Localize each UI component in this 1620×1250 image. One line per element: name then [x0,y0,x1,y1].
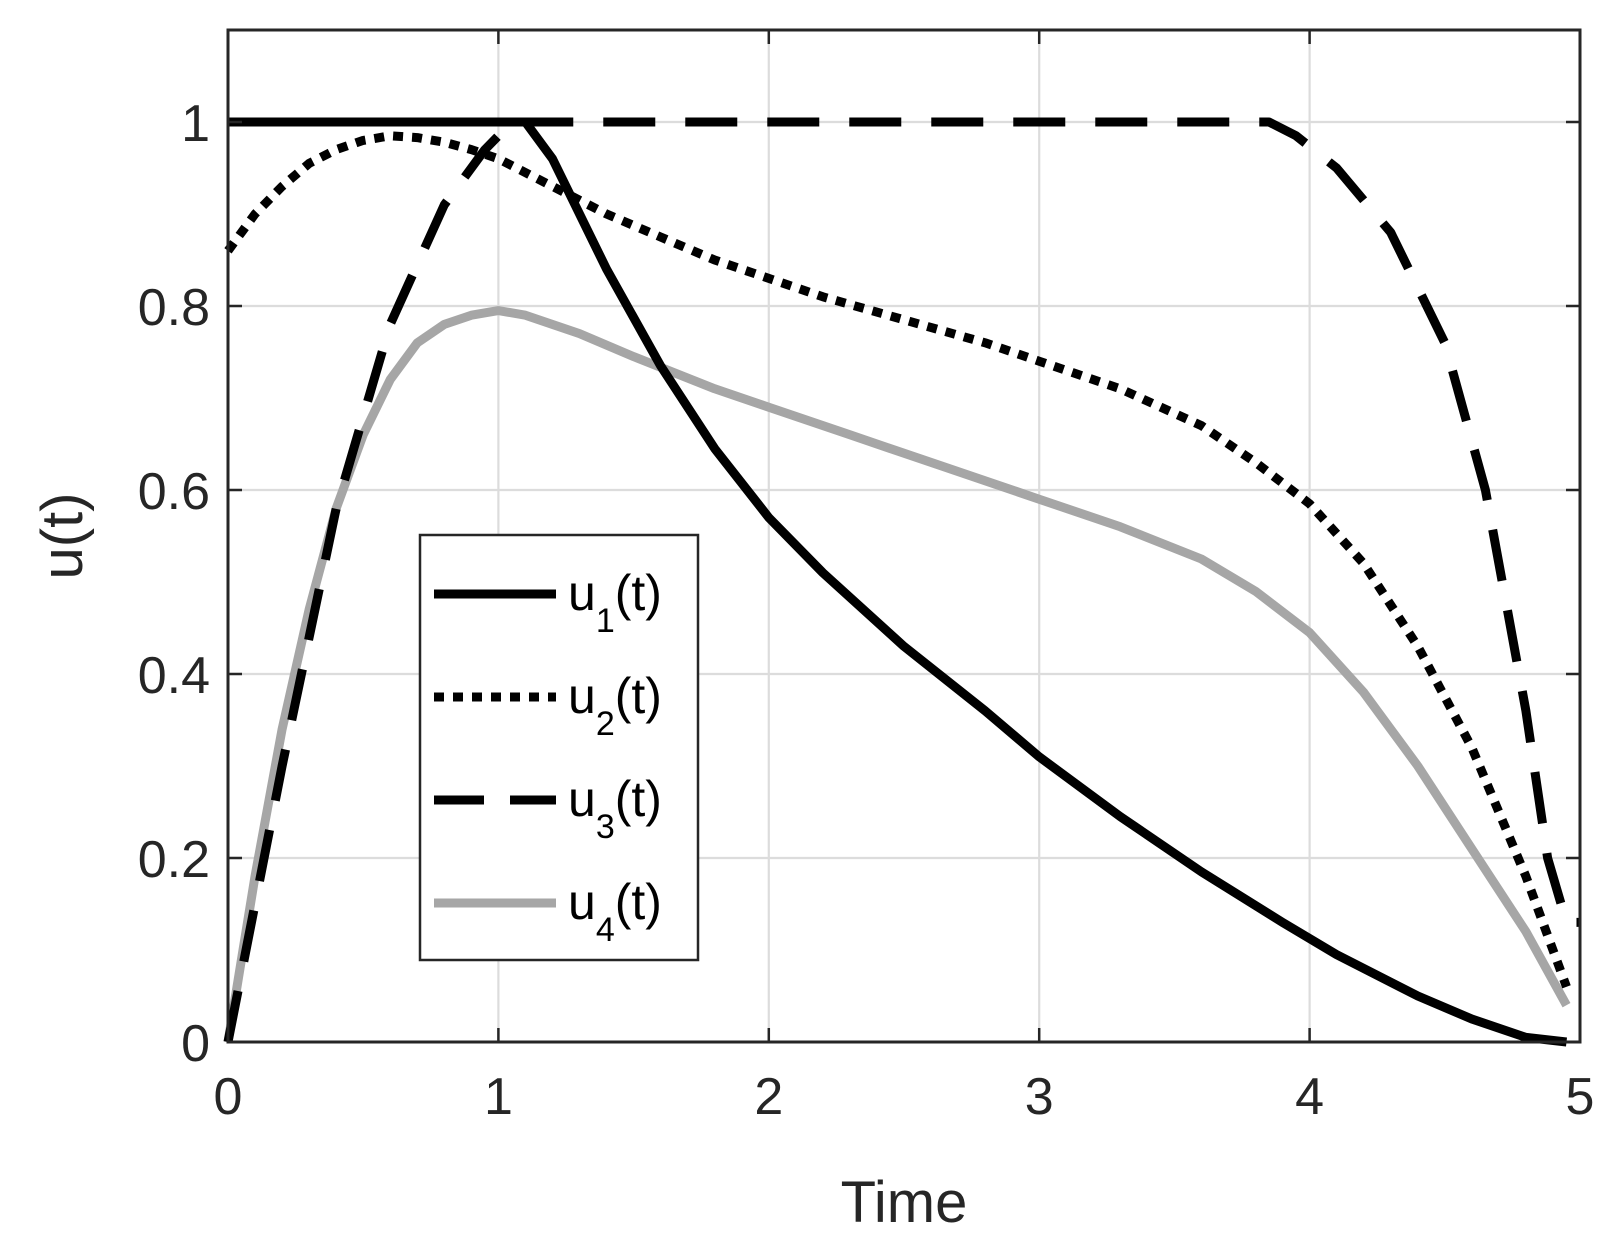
x-tick-label: 0 [214,1068,243,1126]
series-line-u2 [224,131,1571,989]
legend-box [418,533,700,962]
y-tick-label: 0.6 [138,463,210,521]
y-tick-labels: 0 0.2 0.4 0.6 0.8 1 [138,95,210,1073]
legend-label-u2: u2(t) [568,668,662,743]
y-tick-label: 0.2 [138,831,210,889]
y-axis-title: u(t) [30,493,95,580]
y-tick-label: 0 [181,1015,210,1073]
legend-label-u4: u4(t) [568,874,662,949]
series-line-u3 [223,117,1580,1043]
x-tick-label: 3 [1025,1068,1054,1126]
x-tick-label: 1 [484,1068,513,1126]
y-tick-label: 0.8 [138,279,210,337]
series-line-u1 [228,117,1568,1047]
plot-frame [226,28,1582,1044]
ticks [226,30,1582,1044]
x-tick-labels: 0 1 2 3 4 5 [214,1068,1595,1126]
x-tick-label: 2 [754,1068,783,1126]
x-tick-label: 5 [1566,1068,1595,1126]
y-tick-label: 1 [181,95,210,153]
x-tick-label: 4 [1295,1068,1324,1126]
legend: u1(t) u2(t) u3(t) u4(t) [418,533,700,962]
legend-entries: u1(t) u2(t) u3(t) u4(t) [434,565,662,949]
y-tick-label: 0.4 [138,647,210,705]
series-layer [223,117,1580,1047]
x-axis-title: Time [841,1170,968,1235]
legend-label-u1: u1(t) [568,565,662,640]
legend-label-u3: u3(t) [568,771,662,846]
